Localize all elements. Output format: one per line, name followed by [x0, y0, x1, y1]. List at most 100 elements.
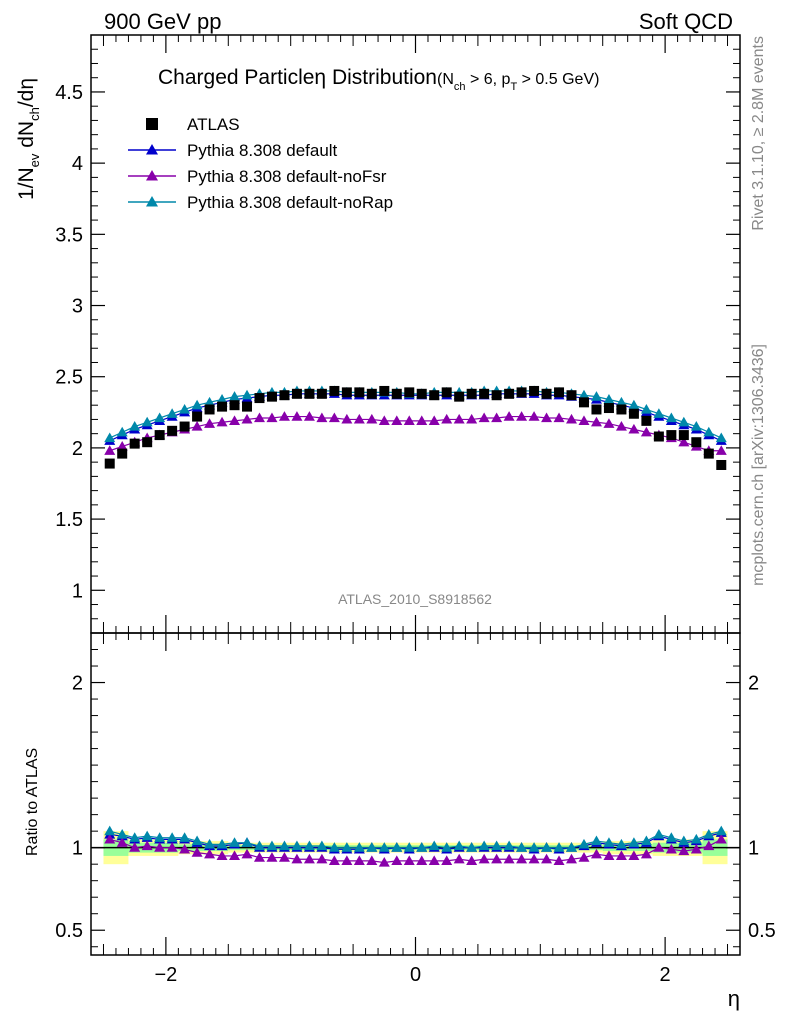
ratio-point-pythia-8-308-default-norap — [453, 840, 465, 851]
ratio-point-pythia-8-308-default-nofsr — [578, 852, 590, 862]
ratio-point-pythia-8-308-default-norap — [353, 842, 365, 852]
ratio-point-pythia-8-308-default-norap — [553, 842, 565, 852]
point-atlas — [129, 438, 140, 449]
point-atlas — [142, 437, 153, 448]
ratio-point-pythia-8-308-default-norap — [204, 838, 216, 849]
ratio-point-pythia-8-308-default-nofsr — [416, 855, 428, 866]
point-pythia-8-308-default-norap — [191, 399, 203, 410]
point-atlas — [179, 421, 190, 432]
main-y-label: 1/Nev dNch/dη — [15, 78, 42, 200]
ratio-point-pythia-8-308-default-norap — [104, 825, 116, 836]
point-pythia-8-308-default-nofsr — [441, 413, 453, 424]
point-pythia-8-308-default-norap — [154, 412, 166, 423]
point-atlas — [304, 388, 315, 399]
legend: ATLAS Pythia 8.308 default Pythia 8.308 de… — [128, 115, 393, 212]
point-atlas — [641, 415, 652, 426]
ratio-point-pythia-8-308-default-nofsr — [141, 840, 153, 851]
ratio-point-pythia-8-308-default-nofsr — [615, 850, 627, 861]
ratio-point-pythia-8-308-default-norap — [378, 842, 390, 852]
point-atlas — [716, 459, 727, 470]
point-pythia-8-308-default-nofsr — [353, 413, 365, 424]
point-atlas — [591, 404, 602, 415]
ratio-point-pythia-8-308-default-norap — [191, 835, 203, 846]
legend-label: Pythia 8.308 default-noRap — [187, 193, 393, 212]
x-tick-label: 2 — [660, 964, 671, 986]
point-pythia-8-308-default-nofsr — [291, 411, 303, 421]
main-y-tick-label: 3.5 — [55, 224, 83, 246]
ratio-point-pythia-8-308-default-norap — [129, 832, 141, 842]
ratio-point-pythia-8-308-default-norap — [328, 842, 340, 852]
point-pythia-8-308-default-nofsr — [503, 411, 515, 421]
side-label-mcplots: mcplots.cern.ch [arXiv:1306.3436] — [750, 344, 767, 586]
ratio-y-tick-label: 1 — [72, 838, 83, 860]
ratio-point-pythia-8-308-default-norap — [690, 833, 702, 844]
ratio-point-pythia-8-308-default-nofsr — [516, 853, 528, 864]
point-pythia-8-308-default-nofsr — [403, 415, 415, 425]
ratio-point-pythia-8-308-default-nofsr — [478, 853, 490, 864]
point-pythia-8-308-default-nofsr — [378, 415, 390, 425]
data-layer — [104, 385, 727, 867]
ratio-point-pythia-8-308-default-nofsr — [628, 850, 640, 861]
point-atlas — [441, 387, 452, 398]
point-pythia-8-308-default-nofsr — [516, 411, 528, 421]
point-atlas — [616, 404, 627, 415]
ratio-point-pythia-8-308-default-nofsr — [366, 855, 378, 866]
main-y-tick-label: 2.5 — [55, 367, 83, 389]
point-pythia-8-308-default-norap — [653, 408, 665, 418]
ratio-point-pythia-8-308-default-nofsr — [690, 843, 702, 854]
point-atlas — [603, 403, 614, 414]
point-atlas — [491, 390, 502, 401]
point-pythia-8-308-default-nofsr — [491, 412, 503, 423]
point-pythia-8-308-default-nofsr — [341, 413, 353, 424]
point-pythia-8-308-default-nofsr — [590, 416, 602, 427]
ratio-point-pythia-8-308-default-norap — [403, 842, 415, 852]
point-atlas — [104, 458, 115, 469]
point-atlas — [117, 448, 128, 459]
ratio-point-pythia-8-308-default-nofsr — [503, 853, 515, 864]
point-pythia-8-308-default-nofsr — [628, 423, 640, 434]
ratio-point-pythia-8-308-default-norap — [678, 835, 690, 846]
point-pythia-8-308-default-nofsr — [566, 413, 578, 424]
point-atlas — [404, 387, 415, 398]
ratio-point-pythia-8-308-default-norap — [628, 837, 640, 847]
point-pythia-8-308-default-nofsr — [528, 411, 540, 421]
point-pythia-8-308-default-nofsr — [391, 415, 403, 425]
point-pythia-8-308-default-nofsr — [416, 415, 428, 425]
ratio-point-pythia-8-308-default-nofsr — [665, 843, 677, 854]
analysis-watermark: ATLAS_2010_S8918562 — [338, 591, 492, 607]
point-pythia-8-308-default-norap — [241, 389, 253, 400]
ratio-point-pythia-8-308-default-nofsr — [603, 850, 615, 861]
point-pythia-8-308-default-norap — [141, 416, 153, 427]
ratio-point-pythia-8-308-default-norap — [316, 840, 328, 851]
point-pythia-8-308-default-nofsr — [603, 418, 615, 428]
point-atlas — [541, 388, 552, 399]
point-pythia-8-308-default-norap — [166, 408, 178, 418]
ratio-panel-frame — [90, 632, 741, 956]
ratio-point-pythia-8-308-default-norap — [441, 842, 453, 852]
ratio-point-pythia-8-308-default-nofsr — [491, 853, 503, 864]
point-atlas — [466, 388, 477, 399]
ratio-point-pythia-8-308-default-norap — [166, 832, 178, 842]
point-atlas — [666, 430, 677, 441]
ratio-point-pythia-8-308-default-nofsr — [566, 853, 578, 864]
point-atlas — [429, 390, 440, 401]
point-pythia-8-308-default-nofsr — [303, 411, 315, 421]
point-pythia-8-308-default-nofsr — [204, 418, 216, 428]
point-pythia-8-308-default-nofsr — [216, 416, 228, 427]
main-y-tick-label: 1.5 — [55, 509, 83, 531]
point-atlas — [504, 388, 515, 399]
ratio-point-pythia-8-308-default-norap — [590, 835, 602, 846]
ratio-point-pythia-8-308-default-norap — [491, 840, 503, 851]
point-pythia-8-308-default-nofsr — [266, 412, 278, 423]
ratio-point-pythia-8-308-default-nofsr — [104, 833, 116, 844]
x-tick-label: 0 — [410, 964, 421, 986]
side-label-rivet: Rivet 3.1.10, ≥ 2.8M events — [750, 36, 767, 231]
ratio-point-pythia-8-308-default-norap — [566, 842, 578, 852]
point-atlas — [578, 397, 589, 408]
point-pythia-8-308-default-nofsr — [453, 413, 465, 424]
point-atlas — [279, 390, 290, 401]
ratio-point-pythia-8-308-default-nofsr — [191, 847, 203, 857]
point-pythia-8-308-default-norap — [179, 403, 191, 414]
point-pythia-8-308-default-norap — [216, 393, 228, 404]
ratio-point-pythia-8-308-default-nofsr — [528, 853, 540, 864]
